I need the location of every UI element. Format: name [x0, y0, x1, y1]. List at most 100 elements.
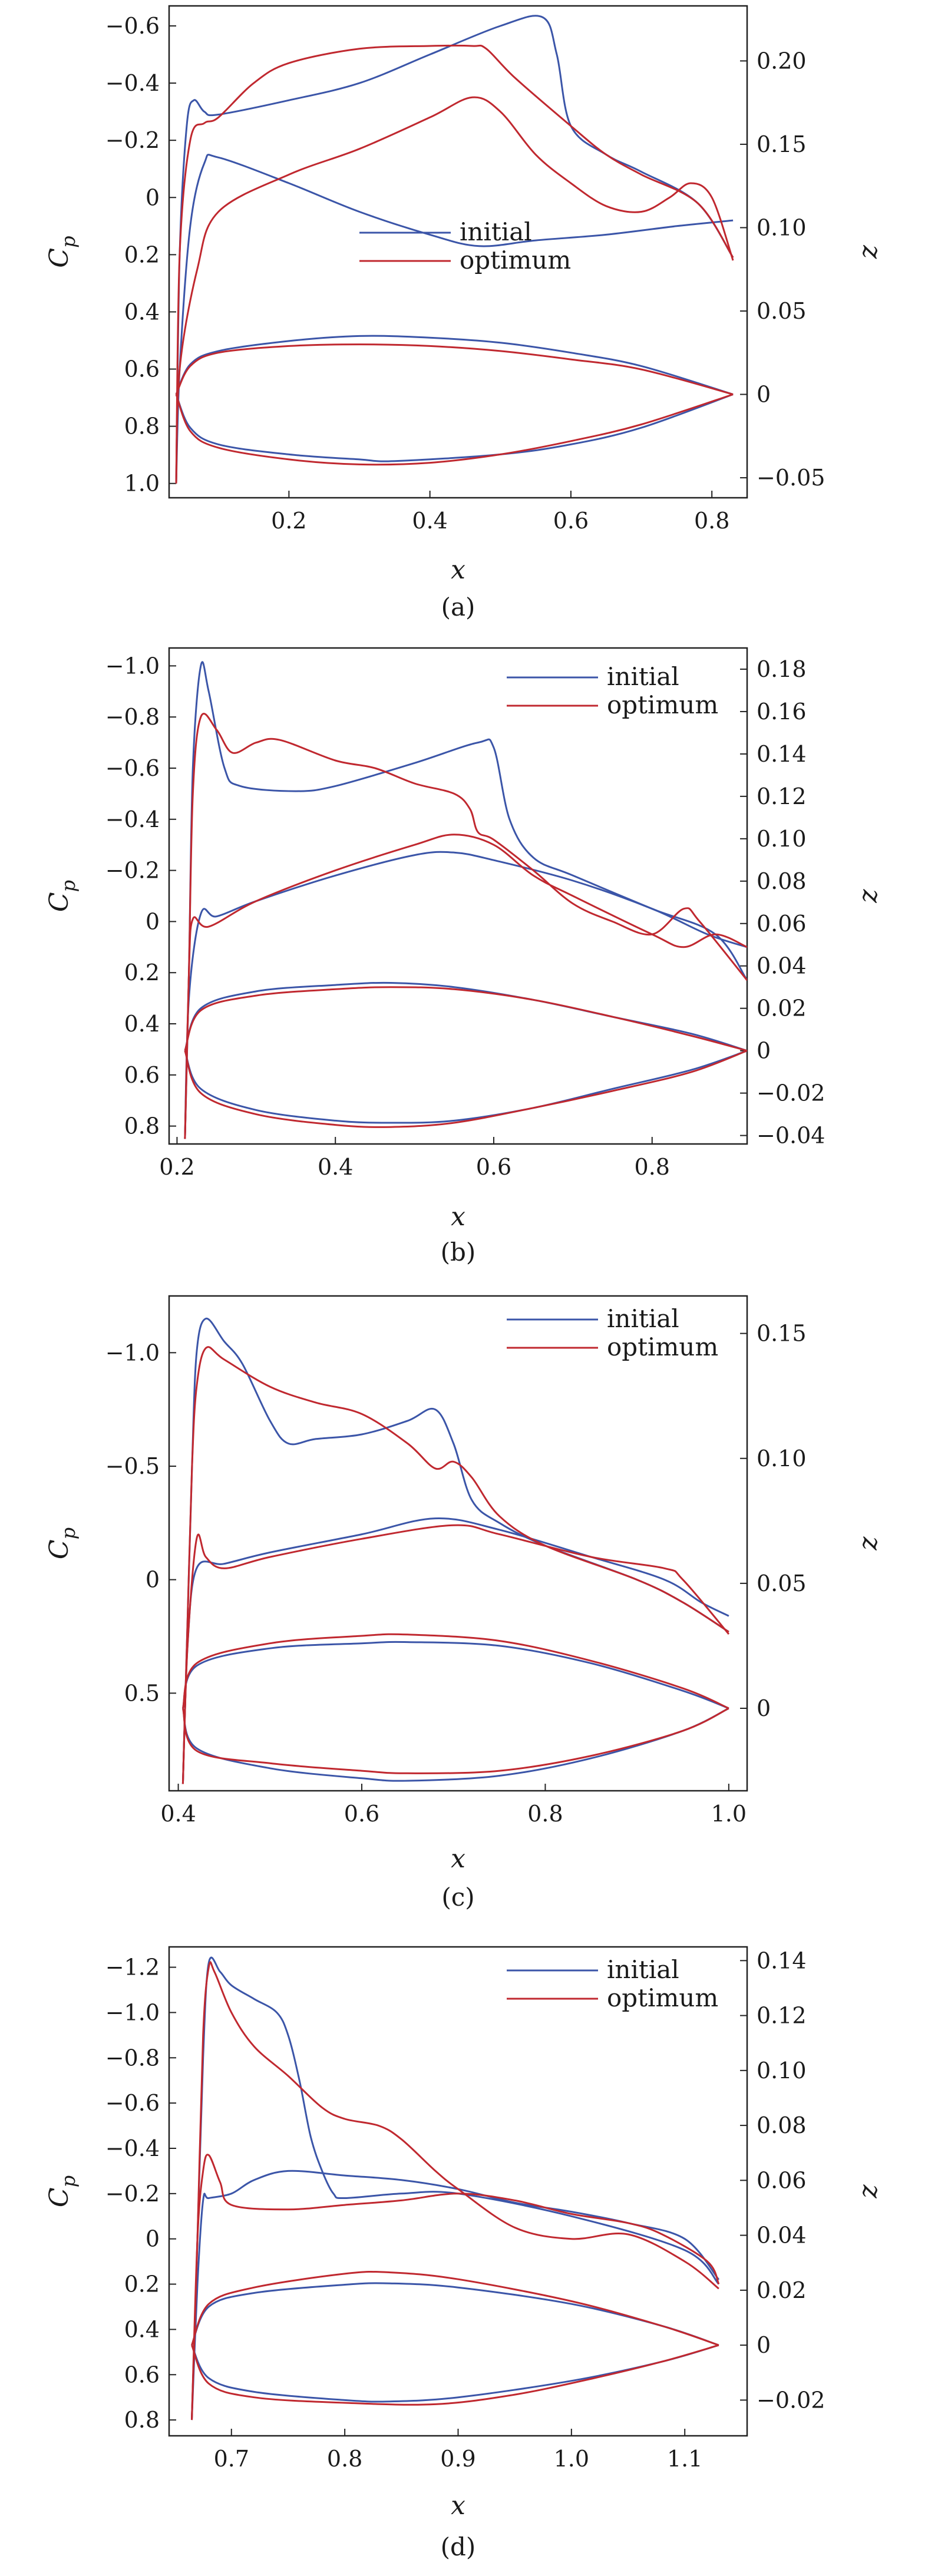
cp-tick-label: −0.6 [105, 755, 160, 781]
initial-cp-lower-line [175, 154, 734, 484]
initial-z-lower-line [175, 393, 734, 462]
cp-tick-label: −0.4 [105, 70, 160, 96]
optimum-cp-lower-line [181, 1524, 730, 1784]
z-axis-title: z [853, 889, 883, 904]
series-optimum [175, 44, 734, 484]
z-tick-label: 0.16 [757, 699, 807, 725]
z-tick-label: −0.05 [757, 465, 825, 491]
cp-tick-label: 0.6 [124, 356, 160, 382]
z-tick-label: 0.08 [757, 868, 807, 894]
cp-axis-title: Cp [44, 1527, 80, 1559]
z-tick-label: 0.15 [757, 1321, 807, 1347]
cp-tick-label: 0.2 [124, 2271, 160, 2297]
cp-tick-label: −0.5 [105, 1453, 160, 1479]
panel-caption: (c) [441, 1883, 474, 1912]
cp-axis-title: Cp [44, 2175, 80, 2207]
z-tick-label: 0 [757, 1038, 771, 1064]
x-tick-label: 0.2 [271, 508, 306, 534]
cp-axis-subscript: p [57, 1527, 80, 1539]
optimum-cp-lower-line [191, 2154, 720, 2420]
cp-tick-label: 0.6 [124, 2362, 160, 2387]
x-axis-title: x [451, 1844, 465, 1874]
x-axis-title: x [451, 1202, 465, 1232]
x-tick-label: 0.8 [327, 2446, 362, 2472]
cp-tick-label: −1.0 [105, 653, 160, 679]
z-tick-label: 0.08 [757, 2112, 807, 2138]
x-axis-title: x [451, 2491, 465, 2521]
legend-label-optimum: optimum [607, 1332, 718, 1361]
plot-area [175, 15, 734, 484]
initial-cp-upper-line [184, 661, 747, 1139]
optimum-cp-upper-line [184, 712, 747, 1139]
legend-label-optimum: optimum [607, 1983, 718, 2012]
optimum-z-lower-line [181, 1707, 729, 1774]
cp-tick-label: 0 [146, 908, 160, 934]
cp-tick-label: −0.8 [105, 2045, 160, 2071]
cp-tick-label: −0.2 [105, 127, 160, 153]
series-initial [181, 1317, 729, 1784]
x-tick-label: 0.2 [159, 1154, 194, 1180]
z-tick-label: 0.12 [757, 2003, 807, 2029]
cp-axis-title: Cp [44, 880, 80, 912]
initial-cp-upper-line [175, 15, 734, 484]
series-optimum [184, 712, 747, 1139]
panel-caption: (a) [441, 593, 475, 621]
optimum-cp-upper-line [175, 44, 734, 484]
cp-tick-label: −0.2 [105, 858, 160, 884]
z-tick-label: 0.06 [757, 911, 807, 937]
series-initial [184, 661, 747, 1139]
z-tick-label: 0.05 [757, 1570, 807, 1596]
cp-tick-label: −0.8 [105, 704, 160, 730]
x-axis-title: x [451, 555, 465, 585]
cp-axis-subscript: p [57, 2175, 80, 2187]
cp-tick-label: 0.2 [124, 242, 160, 267]
legend-label-initial: initial [607, 1955, 679, 1984]
z-tick-label: −0.02 [757, 1080, 825, 1106]
z-tick-label: 0.14 [757, 741, 807, 767]
cp-tick-label: 0.4 [124, 2316, 160, 2342]
legend-label-initial: initial [607, 1304, 679, 1333]
z-tick-label: 0.02 [757, 996, 807, 1021]
cp-tick-label: −0.6 [105, 2090, 160, 2116]
panel-caption: (d) [441, 2532, 476, 2561]
chart-panel-c: 0.4 0.6 0.8 1.0 −1.0 −0.5 0 0.5 0 0.05 0.10 0.15 x Cp… [44, 1295, 883, 1912]
chart-panel-b: 0.2 0.4 0.6 0.8 −1.0 −0.8 −0.6 −0.4 −0.2 0 0.2 0.4 0… [44, 647, 883, 1266]
z-tick-label: 0 [757, 382, 771, 408]
z-axis-title: z [853, 1536, 883, 1551]
cp-tick-label: 0.8 [124, 1113, 160, 1139]
legend-label-initial: initial [607, 662, 679, 691]
initial-z-lower-line [181, 1707, 729, 1782]
cp-tick-label: 0.8 [124, 2407, 160, 2433]
cp-tick-label: −1.0 [105, 1340, 160, 1365]
x-tick-label: 0.6 [344, 1801, 379, 1827]
cp-tick-label: 0.8 [124, 414, 160, 439]
cp-tick-label: 1.0 [124, 471, 160, 497]
z-tick-label: 0.20 [757, 48, 807, 74]
optimum-cp-upper-line [191, 1961, 719, 2420]
optimum-cp-upper-line [181, 1346, 729, 1784]
x-tick-label: 1.0 [711, 1801, 747, 1827]
x-tick-label: 0.8 [694, 508, 729, 534]
z-tick-label: 0.04 [757, 953, 807, 979]
optimum-z-lower-line [175, 393, 734, 466]
z-axis-title: z [853, 244, 883, 259]
chart-panel-d: 0.7 0.8 0.9 1.0 1.1 −1.2 −1.0 −0.8 −0.6 −0.4 −0.2 0… [44, 1946, 883, 2561]
cp-tick-label: −0.4 [105, 806, 160, 832]
initial-z-lower-line [191, 2344, 719, 2403]
z-tick-label: 0.10 [757, 214, 807, 240]
series-initial [191, 1956, 720, 2420]
cp-tick-label: 0.2 [124, 960, 160, 986]
optimum-z-upper-line [184, 986, 747, 1052]
series-initial [175, 15, 734, 484]
plot-frame [168, 647, 748, 1145]
x-tick-label: 1.0 [554, 2446, 589, 2472]
cp-tick-label: −0.4 [105, 2135, 160, 2161]
x-tick-label: 0.6 [476, 1154, 511, 1180]
x-tick-label: 0.8 [635, 1154, 670, 1180]
legend-label-initial: initial [460, 217, 532, 246]
cp-axis-subscript: p [57, 236, 80, 247]
z-tick-label: −0.04 [757, 1123, 825, 1149]
series-optimum [181, 1346, 730, 1784]
